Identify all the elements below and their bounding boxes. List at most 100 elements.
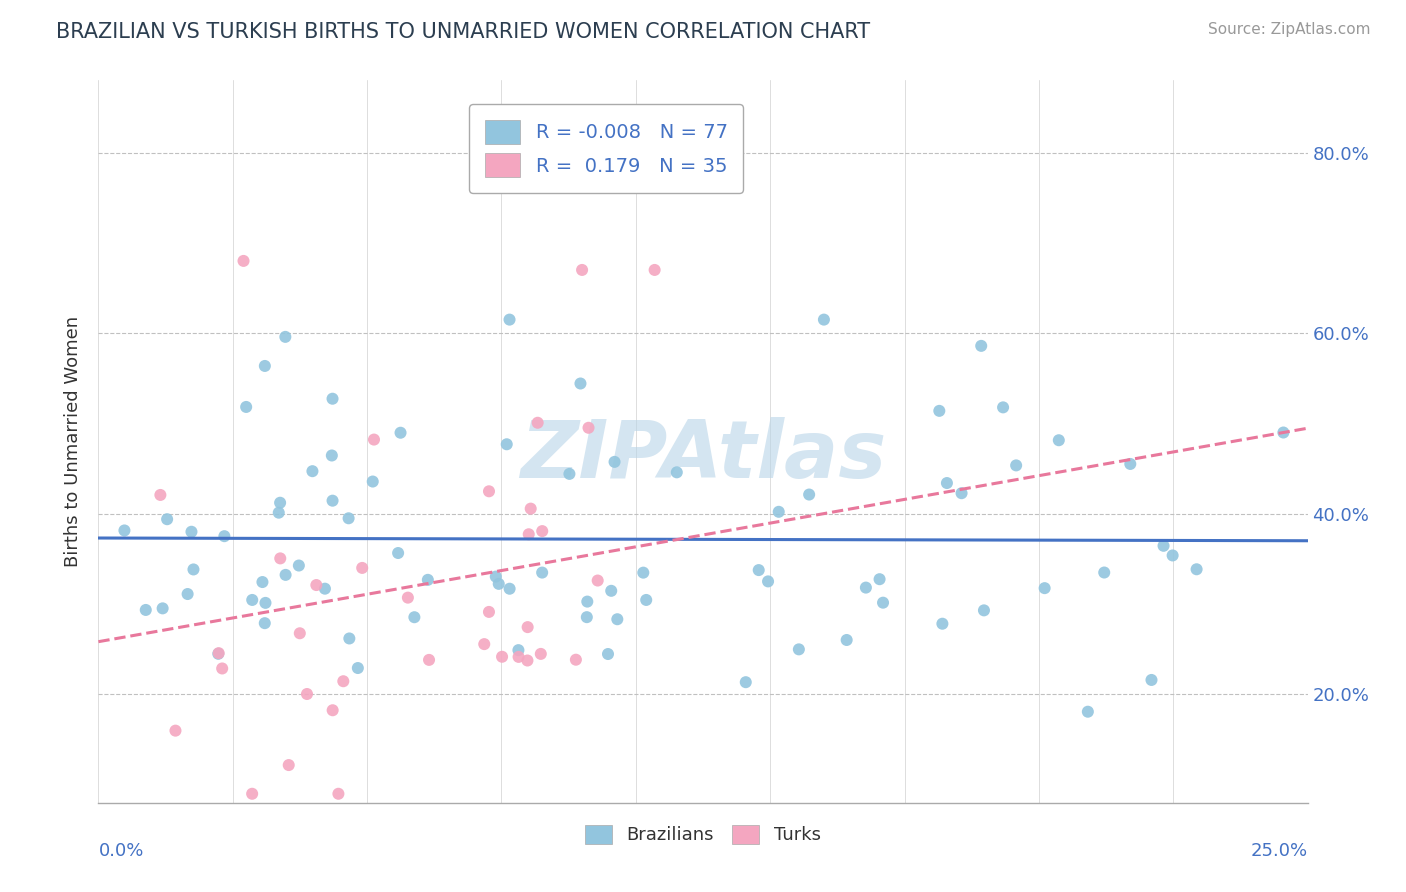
Point xyxy=(516,653,538,667)
Y-axis label: Births to Unmarried Women: Births to Unmarried Women xyxy=(63,316,82,567)
Point xyxy=(571,263,593,277)
Point xyxy=(644,263,666,277)
Point xyxy=(235,400,257,414)
Point xyxy=(519,501,541,516)
Point xyxy=(495,437,517,451)
Text: 0.0%: 0.0% xyxy=(98,842,143,860)
Point xyxy=(347,661,370,675)
Point xyxy=(183,562,205,576)
Point xyxy=(756,574,779,589)
Point xyxy=(600,583,623,598)
Point xyxy=(274,330,297,344)
Point xyxy=(1153,539,1175,553)
Point xyxy=(734,675,756,690)
Point xyxy=(491,649,513,664)
Point xyxy=(240,787,263,801)
Text: BRAZILIAN VS TURKISH BIRTHS TO UNMARRIED WOMEN CORRELATION CHART: BRAZILIAN VS TURKISH BIRTHS TO UNMARRIED… xyxy=(56,22,870,42)
Point xyxy=(748,563,770,577)
Point xyxy=(665,466,688,480)
Point xyxy=(305,578,328,592)
Point xyxy=(508,643,530,657)
Point xyxy=(516,620,538,634)
Point xyxy=(232,253,254,268)
Point xyxy=(112,524,135,538)
Point xyxy=(269,551,291,566)
Point xyxy=(1161,549,1184,563)
Text: 25.0%: 25.0% xyxy=(1250,842,1308,860)
Point xyxy=(835,632,858,647)
Point xyxy=(180,524,202,539)
Point xyxy=(508,649,530,664)
Point xyxy=(1033,581,1056,595)
Point xyxy=(267,506,290,520)
Point xyxy=(389,425,412,440)
Point xyxy=(869,572,891,586)
Point xyxy=(208,646,231,660)
Point xyxy=(1047,434,1070,448)
Point xyxy=(498,312,520,326)
Point xyxy=(328,787,350,801)
Point xyxy=(253,616,276,631)
Point xyxy=(531,524,554,538)
Point xyxy=(363,433,385,447)
Point xyxy=(156,512,179,526)
Point xyxy=(211,661,233,675)
Point xyxy=(478,605,501,619)
Point xyxy=(337,632,360,646)
Point xyxy=(768,505,790,519)
Point xyxy=(176,587,198,601)
Point xyxy=(352,561,374,575)
Point xyxy=(337,511,360,525)
Point xyxy=(1272,425,1295,440)
Point xyxy=(565,653,588,667)
Point xyxy=(855,581,877,595)
Point xyxy=(586,574,609,588)
Point xyxy=(135,603,157,617)
Point xyxy=(207,647,229,661)
Point xyxy=(526,416,548,430)
Point xyxy=(288,558,311,573)
Point xyxy=(1119,457,1142,471)
Point xyxy=(578,421,600,435)
Point xyxy=(418,653,440,667)
Point xyxy=(152,601,174,615)
Point xyxy=(1140,673,1163,687)
Point xyxy=(322,392,344,406)
Point xyxy=(636,593,658,607)
Text: Source: ZipAtlas.com: Source: ZipAtlas.com xyxy=(1208,22,1371,37)
Point xyxy=(970,339,993,353)
Point xyxy=(872,596,894,610)
Point xyxy=(288,626,311,640)
Point xyxy=(472,637,495,651)
Point xyxy=(797,487,820,501)
Point xyxy=(633,566,655,580)
Point xyxy=(214,529,236,543)
Point xyxy=(269,496,291,510)
Point xyxy=(254,596,277,610)
Point xyxy=(569,376,592,391)
Point xyxy=(253,359,276,373)
Point xyxy=(321,449,343,463)
Point xyxy=(787,642,810,657)
Point xyxy=(530,647,553,661)
Point xyxy=(813,312,835,326)
Point xyxy=(935,476,957,491)
Point xyxy=(596,647,619,661)
Point xyxy=(396,591,419,605)
Point xyxy=(531,566,554,580)
Point xyxy=(314,582,336,596)
Point xyxy=(488,577,510,591)
Point xyxy=(973,603,995,617)
Point xyxy=(1185,562,1208,576)
Point xyxy=(485,569,508,583)
Point xyxy=(322,703,344,717)
Point xyxy=(252,575,274,590)
Point xyxy=(931,616,953,631)
Point xyxy=(277,758,299,772)
Point xyxy=(332,674,354,689)
Point xyxy=(478,484,501,499)
Point xyxy=(416,573,439,587)
Point xyxy=(295,687,318,701)
Point xyxy=(558,467,581,481)
Point xyxy=(149,488,172,502)
